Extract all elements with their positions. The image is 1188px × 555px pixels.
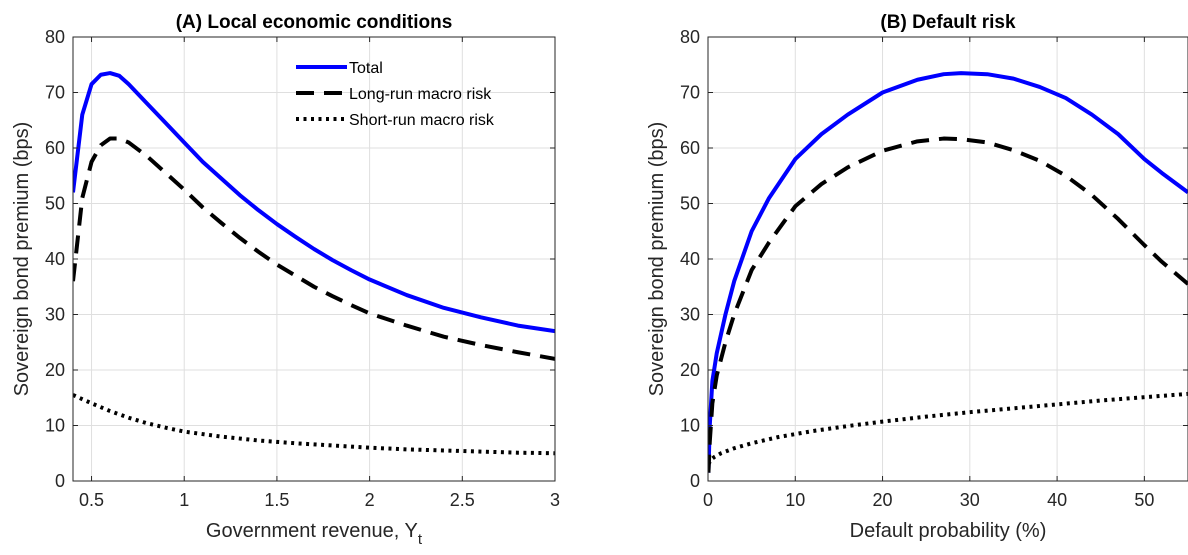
y-tick-label: 20 — [680, 360, 700, 380]
x-tick-label: 0 — [703, 490, 713, 510]
legend: Total Long-run macro risk Short-run macro … — [296, 60, 495, 129]
series-line-dashed — [708, 136, 1188, 473]
y-tick-label: 50 — [45, 194, 65, 214]
y-axis-label: Sovereign bond premium (bps) — [646, 122, 668, 397]
chart-panel-b: 0 10 20 30 40 50 0 10 20 30 40 50 60 70 80 (B) Default… — [594, 0, 1188, 555]
y-tick-label: 50 — [680, 194, 700, 214]
series-line-dashed — [73, 136, 555, 361]
y-tick-label: 80 — [680, 27, 700, 47]
y-tick-label: 30 — [45, 305, 65, 325]
x-tick-label: 2.5 — [450, 490, 475, 510]
y-tick-label: 40 — [45, 249, 65, 269]
legend-label: Long-run macro risk — [349, 86, 492, 103]
y-tick-label: 40 — [680, 249, 700, 269]
legend-label: Total — [349, 60, 383, 77]
legend-label: Short-run macro risk — [349, 112, 495, 129]
x-axis-label: Default probability (%) — [850, 520, 1047, 542]
x-tick-label: 1 — [179, 490, 189, 510]
y-tick-label: 0 — [55, 471, 65, 491]
y-tick-label: 10 — [45, 416, 65, 436]
y-tick-label: 20 — [45, 360, 65, 380]
chart-title: (B) Default risk — [880, 12, 1016, 33]
series-line-dotted — [73, 393, 555, 456]
y-tick-label: 0 — [690, 471, 700, 491]
y-tick-label: 10 — [680, 416, 700, 436]
y-tick-label: 70 — [45, 83, 65, 103]
y-tick-label: 70 — [680, 83, 700, 103]
chart-b-svg: 0 10 20 30 40 50 0 10 20 30 40 50 60 70 80 (B) Default… — [646, 12, 1188, 542]
series-line-dotted — [708, 391, 1188, 466]
y-tick-label: 30 — [680, 305, 700, 325]
x-tick-label: 1.5 — [264, 490, 289, 510]
x-axis-label: Government revenue, Yt — [206, 520, 423, 548]
x-tick-label: 0.5 — [79, 490, 104, 510]
y-tick-label: 60 — [680, 138, 700, 158]
y-axis-label: Sovereign bond premium (bps) — [11, 122, 33, 397]
series-line-solid — [708, 71, 1188, 473]
series-line-solid — [73, 71, 555, 334]
chart-title: (A) Local economic conditions — [176, 12, 453, 33]
y-tick-label: 80 — [45, 27, 65, 47]
x-axis-label-subscript: t — [418, 531, 423, 548]
x-tick-label: 10 — [785, 490, 805, 510]
x-tick-label: 50 — [1134, 490, 1154, 510]
x-tick-label: 3 — [550, 490, 560, 510]
chart-panel-a: 0.5 1 1.5 2 2.5 3 0 10 20 30 40 50 60 70 80 (A) Local … — [11, 12, 560, 548]
y-tick-label: 60 — [45, 138, 65, 158]
x-tick-label: 40 — [1047, 490, 1067, 510]
x-tick-label: 2 — [365, 490, 375, 510]
x-tick-label: 20 — [873, 490, 893, 510]
x-tick-label: 30 — [960, 490, 980, 510]
